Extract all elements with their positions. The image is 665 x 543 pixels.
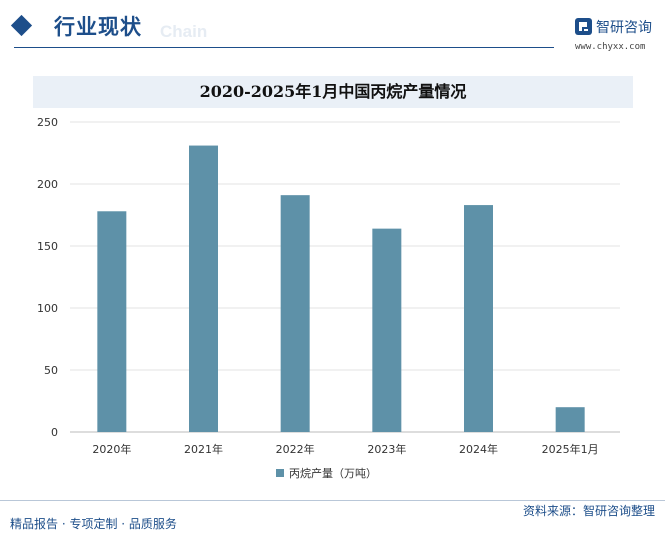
y-tick-label: 150: [37, 240, 58, 253]
chart-title-band: 2020-2025年1月中国丙烷产量情况: [33, 76, 633, 108]
y-tick-label: 100: [37, 302, 58, 315]
y-tick-label: 50: [44, 364, 58, 377]
source-note: 资料来源：智研咨询整理: [522, 504, 655, 518]
footer-divider: [0, 500, 665, 501]
page-header: 行业现状 Chain 智研咨询 www.chyxx.com: [0, 0, 665, 56]
brand-name: 智研咨询: [596, 20, 652, 36]
footer-tagline: 精品报告 · 专项定制 · 品质服务: [10, 517, 177, 531]
x-tick-label: 2021年: [184, 442, 223, 456]
bar-chart: 0 50 100 150 200 250 2020年 2021年 2022年 2023年 2024年…: [37, 116, 620, 480]
y-tick-label: 200: [37, 178, 58, 191]
bar: [555, 407, 585, 432]
ghost-watermark-text: Chain: [160, 22, 208, 41]
bar: [97, 211, 127, 432]
bar: [372, 228, 402, 432]
y-tick-label: 0: [51, 426, 58, 439]
x-tick-label: 2024年: [459, 442, 498, 456]
chart-title: 2020-2025年1月中国丙烷产量情况: [199, 82, 467, 101]
legend-label: 丙烷产量（万吨）: [289, 466, 377, 480]
bar: [280, 195, 310, 432]
x-tick-label: 2022年: [276, 442, 315, 456]
bar: [464, 205, 493, 432]
brand-url: www.chyxx.com: [575, 42, 646, 52]
brand-logo-icon: [575, 18, 592, 35]
x-tick-label: 2023年: [367, 442, 406, 456]
bar: [189, 145, 218, 432]
y-tick-label: 250: [37, 116, 58, 129]
section-title: 行业现状: [54, 15, 142, 39]
header-divider: [14, 47, 554, 48]
x-tick-label: 2025年1月: [542, 442, 599, 456]
x-tick-label: 2020年: [92, 442, 131, 456]
legend-swatch: [276, 469, 284, 477]
